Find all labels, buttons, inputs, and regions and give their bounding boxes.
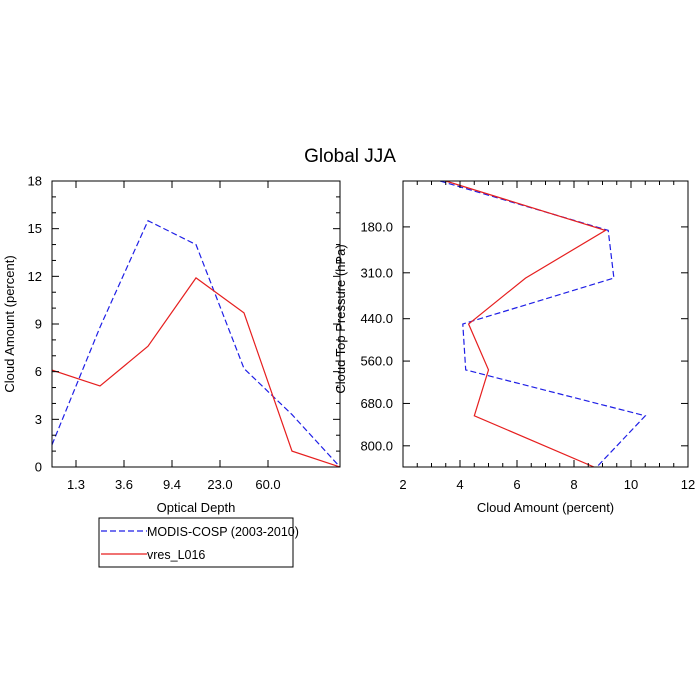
x-tick-label: 6: [513, 477, 520, 492]
y-tick-label: 15: [28, 221, 42, 236]
y-tick-label: 3: [35, 412, 42, 427]
x-tick-label: 9.4: [163, 477, 181, 492]
plot-frame: [402, 180, 689, 468]
x-tick-label: 8: [570, 477, 577, 492]
y-tick-label: 180.0: [360, 219, 393, 234]
y-tick-label: 680.0: [360, 396, 393, 411]
y-tick-label: 18: [28, 174, 42, 189]
x-tick-label: 3.6: [115, 477, 133, 492]
y-tick-label: 440.0: [360, 311, 393, 326]
legend-box: [98, 517, 294, 568]
x-tick-label: 2: [399, 477, 406, 492]
y-tick-label: 800.0: [360, 438, 393, 453]
legend: MODIS-COSP (2003-2010) vres_L016: [98, 517, 299, 568]
legend-label-model: vres_L016: [147, 548, 205, 562]
x-tick-label: 60.0: [255, 477, 280, 492]
series-line-model: [52, 277, 340, 467]
optical-depth-panel: 0 3 6 9 12 15 18 1.3 3.6 9.4 23.0 60.0 Optical Depth…: [2, 174, 341, 515]
y-tick-label: 6: [35, 364, 42, 379]
y-tick-label: 12: [28, 269, 42, 284]
x-axis-label: Optical Depth: [157, 500, 236, 515]
y-tick-label: 560.0: [360, 354, 393, 369]
x-tick-label: 4: [456, 477, 463, 492]
x-tick-label: 12: [681, 477, 695, 492]
series-line-modis: [52, 219, 340, 467]
y-tick-label: 0: [35, 460, 42, 475]
series-line-model: [445, 181, 607, 467]
x-axis-label: Cloud Amount (percent): [477, 500, 614, 515]
plot-frame: [51, 180, 341, 468]
legend-label-obs: MODIS-COSP (2003-2010): [147, 525, 299, 539]
x-tick-label: 1.3: [67, 477, 85, 492]
y-tick-label: 9: [35, 317, 42, 332]
series-line-modis: [439, 181, 647, 467]
cloud-top-pressure-panel: 2 4 6 8 10 12 180.0 310.0 440.0 560.0 680.0 800.0 Cl…: [333, 180, 695, 515]
figure-title: Global JJA: [304, 146, 396, 167]
y-axis-label: Cloud Top Pressure (hPa): [333, 244, 348, 393]
x-tick-label: 23.0: [207, 477, 232, 492]
y-tick-label: 310.0: [360, 265, 393, 280]
x-tick-label: 10: [624, 477, 638, 492]
y-axis-label: Cloud Amount (percent): [2, 255, 17, 392]
